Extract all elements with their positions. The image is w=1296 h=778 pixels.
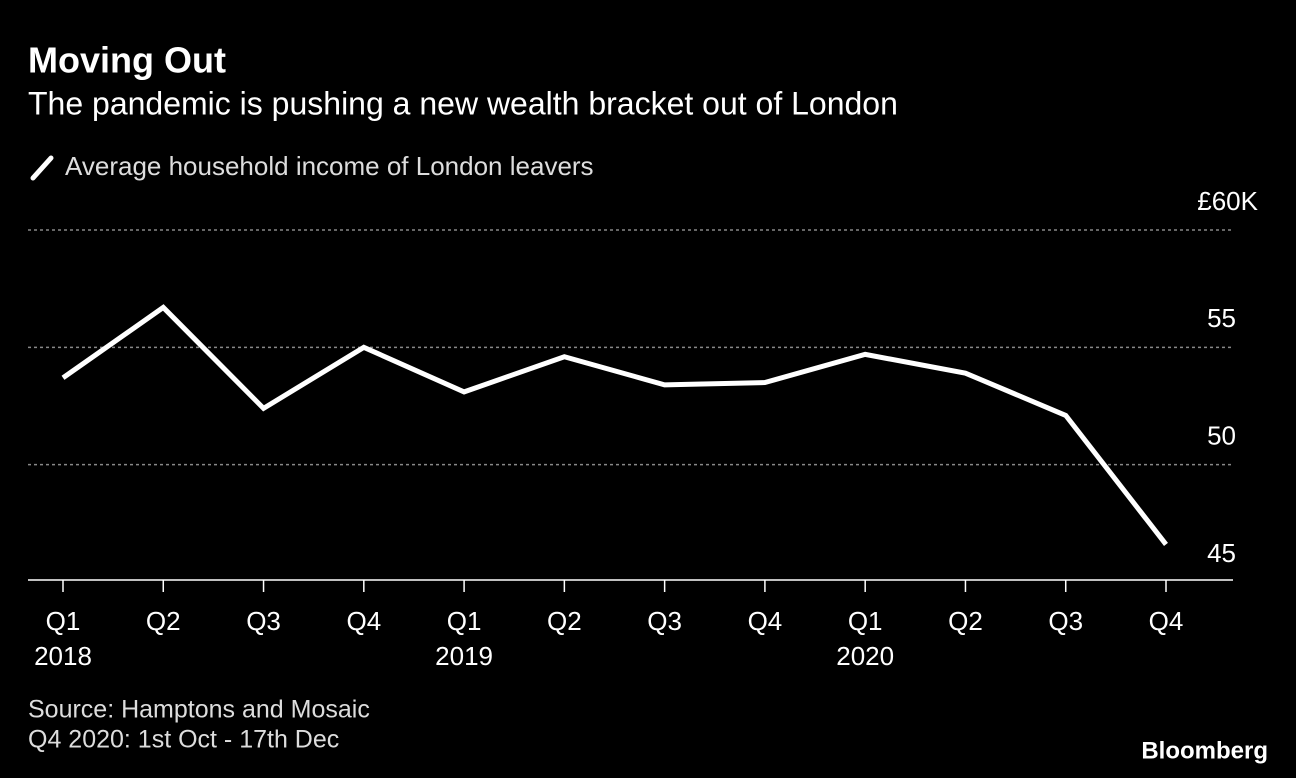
x-tick-label: Q2 (146, 606, 181, 636)
x-tick-label: Q3 (647, 606, 682, 636)
y-tick-label: 45 (1207, 538, 1236, 568)
chart-subtitle: The pandemic is pushing a new wealth bra… (28, 85, 898, 121)
footnote: Q4 2020: 1st Oct - 17th Dec (28, 726, 339, 754)
x-tick-label: Q2 (547, 606, 582, 636)
legend-swatch (30, 155, 54, 181)
x-tick-label: Q1 (46, 606, 81, 636)
x-tick-label: Q4 (1149, 606, 1184, 636)
x-tick-label: Q4 (748, 606, 783, 636)
x-tick-label: Q3 (1048, 606, 1083, 636)
legend-label: Average household income of London leave… (65, 151, 594, 181)
chart-title: Moving Out (28, 40, 226, 81)
brand: Bloomberg (1141, 737, 1268, 764)
data-line (61, 304, 1168, 546)
x-tick-label: Q1 (848, 606, 883, 636)
x-tick-label: Q2 (948, 606, 983, 636)
x-tick-label: Q4 (346, 606, 381, 636)
y-tick-label: 55 (1207, 303, 1236, 333)
x-tick-label: Q3 (246, 606, 281, 636)
x-group-label: 2020 (836, 641, 894, 671)
y-tick-label: 50 (1207, 421, 1236, 451)
x-group-label: 2018 (34, 641, 92, 671)
y-tick-label: £60K (1197, 186, 1258, 216)
x-group-label: 2019 (435, 641, 493, 671)
x-tick-label: Q1 (447, 606, 482, 636)
source-note: Source: Hamptons and Mosaic (28, 696, 370, 724)
